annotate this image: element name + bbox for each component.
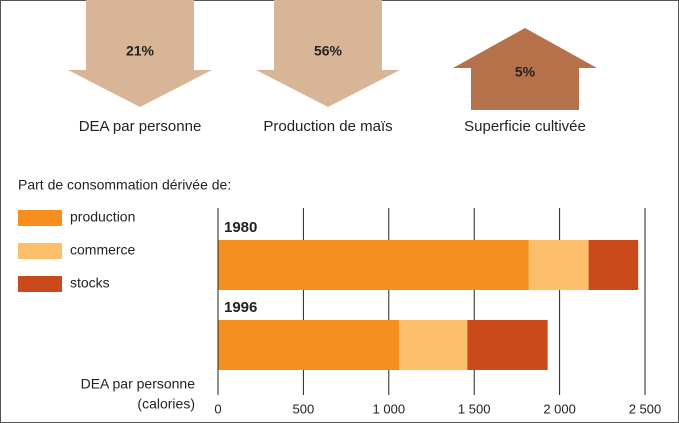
bar-segment	[528, 240, 589, 290]
arrow-value: 5%	[515, 64, 536, 80]
arrow	[68, 0, 212, 107]
legend-swatch	[18, 276, 62, 292]
arrow-label: Superficie cultivée	[464, 118, 586, 135]
x-tick-label: 1 000	[373, 401, 406, 416]
legend-swatch	[18, 210, 62, 226]
arrow	[256, 0, 400, 107]
legend-label: production	[70, 209, 135, 225]
arrow-label: DEA par personne	[79, 118, 202, 135]
legend-label: stocks	[70, 275, 110, 291]
x-axis-label: (calories)	[137, 396, 195, 412]
x-tick-label: 2 500	[629, 401, 662, 416]
bar-segment	[399, 320, 468, 370]
x-tick-label: 2 000	[543, 401, 576, 416]
bar-segment	[218, 240, 529, 290]
x-tick-label: 500	[293, 401, 315, 416]
legend-title: Part de consommation dérivée de:	[18, 177, 231, 193]
legend-label: commerce	[70, 242, 136, 258]
arrow-value: 21%	[126, 43, 155, 59]
bar-segment	[218, 320, 400, 370]
x-tick-label: 1 500	[458, 401, 491, 416]
x-axis-label: DEA par personne	[81, 376, 196, 392]
x-tick-label: 0	[214, 401, 221, 416]
arrow-value: 56%	[314, 43, 343, 59]
category-label: 1996	[224, 299, 257, 316]
bar-segment	[588, 240, 639, 290]
category-label: 1980	[224, 219, 257, 236]
arrow	[453, 28, 597, 110]
bar-segment	[467, 320, 548, 370]
arrow-label: Production de maïs	[263, 118, 392, 135]
legend-swatch	[18, 243, 62, 259]
